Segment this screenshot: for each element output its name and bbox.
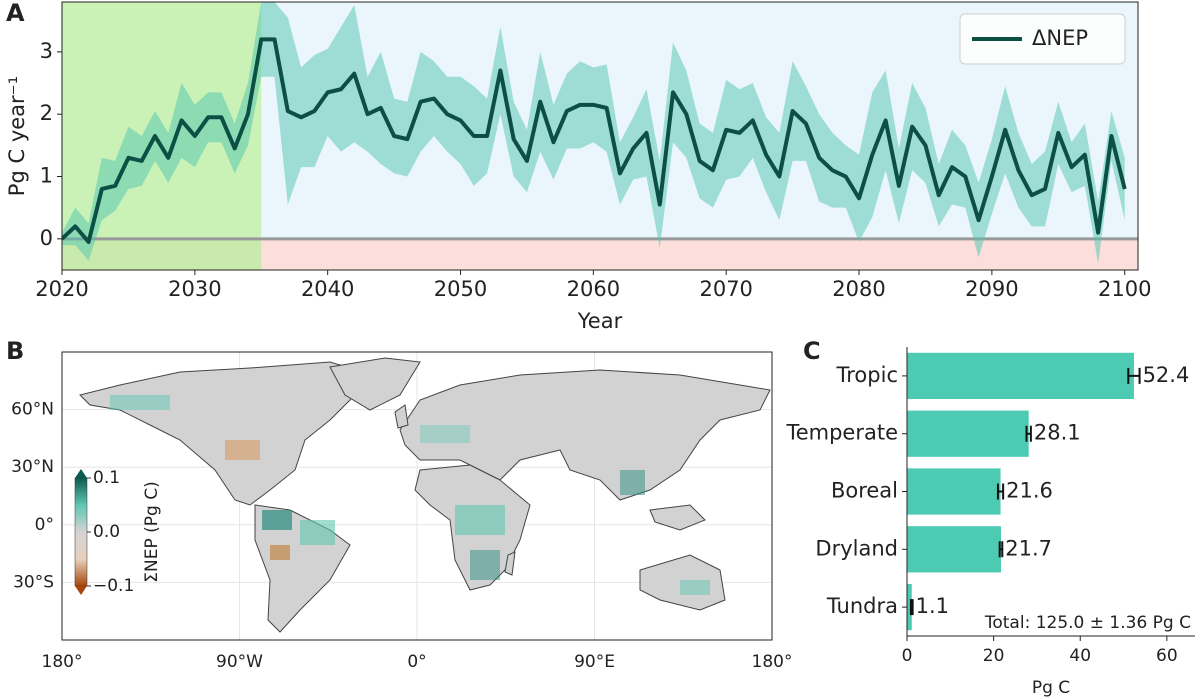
map-cell [225, 440, 260, 460]
x-tick-label: 2070 [699, 277, 752, 301]
x-tick-label: 180° [752, 652, 793, 672]
value-label: 1.1 [916, 594, 949, 618]
x-tick-label: 2020 [35, 277, 88, 301]
bar [907, 583, 912, 631]
y-tick-label: Tundra [826, 594, 898, 618]
map-cell [300, 520, 335, 545]
value-label: 28.1 [1034, 421, 1081, 445]
panel-label: A [6, 0, 25, 27]
map-cell [680, 580, 710, 595]
y-tick-label: Temperate [785, 421, 898, 445]
x-tick-label: 2040 [301, 277, 354, 301]
map-cell [420, 425, 470, 443]
greenland [329, 357, 421, 411]
map-cells [110, 395, 710, 595]
map-cell [620, 470, 645, 495]
map-cell [110, 395, 170, 410]
error-bar [1127, 367, 1141, 384]
x-axis-label: Year [577, 309, 623, 333]
x-tick-label: 0° [407, 652, 426, 672]
x-tick-label: 60 [1156, 646, 1178, 666]
colorbar-tick-label: −0.1 [93, 576, 134, 596]
map-cell [455, 505, 505, 535]
x-tick-label: 40 [1069, 646, 1091, 666]
error-bar [996, 483, 1005, 500]
value-label: 52.4 [1143, 363, 1190, 387]
y-tick-label: 0 [40, 226, 53, 250]
y-tick-label: Dryland [815, 536, 898, 560]
colorbar-tick-label: 0.1 [93, 468, 120, 488]
x-tick-label: 2050 [434, 277, 487, 301]
value-label: 21.7 [1005, 536, 1052, 560]
madagascar [504, 551, 516, 576]
bar [907, 526, 1001, 573]
map-cell [270, 545, 290, 560]
x-tick-label: 180° [42, 652, 83, 672]
indonesia [649, 504, 706, 531]
legend-label: ΔNEP [1032, 26, 1088, 50]
y-tick-label: 0° [35, 515, 54, 535]
y-tick-label: 30°N [11, 457, 54, 477]
x-axis-label: Pg C [1032, 678, 1070, 698]
y-tick-label: 2 [40, 101, 53, 125]
bar [907, 468, 1001, 515]
y-tick-label: Tropic [836, 363, 898, 387]
colorbar-extend [75, 586, 87, 595]
error-bar [1025, 425, 1032, 442]
colorbar-label: ΣNEP (Pg C) [142, 481, 162, 582]
x-tick-label: 2090 [965, 277, 1018, 301]
x-tick-label: 2080 [832, 277, 885, 301]
x-tick-label: 0 [902, 646, 913, 666]
annotation: Total: 125.0 ± 1.36 Pg C [984, 613, 1191, 633]
x-tick-label: 2100 [1098, 277, 1151, 301]
x-tick-label: 2030 [168, 277, 221, 301]
panel-c: 52.4 Tropic 28.1 Temperate 21.6 Boreal 21.7 Dry… [785, 337, 1195, 698]
y-axis-label: Pg C year⁻¹ [5, 76, 29, 196]
bar [907, 410, 1029, 457]
y-tick-label: 1 [40, 164, 53, 188]
legend-box [959, 13, 1126, 65]
line [62, 37, 1127, 244]
y-tick-label: Boreal [831, 479, 898, 503]
map-frame [61, 351, 773, 641]
y-tick-label: 30°S [13, 572, 54, 592]
colorbar [74, 477, 88, 587]
x-tick-label: 90°W [216, 652, 263, 672]
y-tick-label: 60°N [11, 400, 54, 420]
panel-a: ΔNEP 0 1 2 3 2020 2030 2040 2050 2060 2070 2080 2090… [5, 0, 1151, 333]
colorbar-extend [75, 469, 87, 478]
panel-b: 180° 90°W 0° 90°E 180° 60°N 30°N 0° 30°S 0.1 0.0 −0… [6, 337, 792, 672]
bar [907, 352, 1134, 400]
panel-label: B [6, 337, 24, 365]
x-tick-label: 20 [983, 646, 1005, 666]
britain [394, 404, 409, 429]
axes-frame [61, 1, 1139, 271]
value-label: 21.6 [1006, 479, 1053, 503]
y-tick-label: 3 [40, 39, 53, 63]
x-tick-label: 2060 [567, 277, 620, 301]
x-tick-label: 90°E [574, 652, 615, 672]
map-cell [262, 510, 292, 530]
error-bar [909, 599, 914, 616]
colorbar-tick-label: 0.0 [93, 522, 120, 542]
map-cell [470, 550, 500, 580]
error-bar [998, 541, 1004, 558]
panel-label: C [803, 337, 821, 365]
